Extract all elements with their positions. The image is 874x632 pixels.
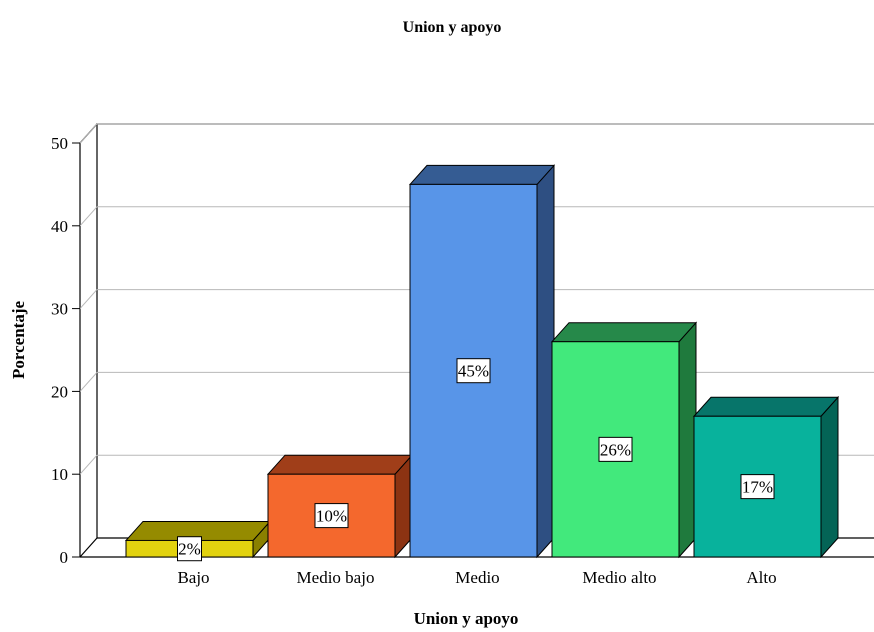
y-axis-ticks: 0 10 20 30 40 50 [51,134,80,567]
bar-side [678,321,697,559]
left-wall-edge [79,123,98,557]
bar-alto: 17% [692,395,840,559]
bar-side [820,395,839,559]
bar-side [536,164,555,559]
bar-bajo: 2% [124,520,272,562]
chart-title: Union y apoyo [403,19,502,36]
data-label-box [314,503,349,529]
gridline-side [79,206,98,227]
bar-top [550,322,698,343]
gridline-side [79,123,98,144]
gridline-side [79,289,98,309]
floor-left-edge [79,537,98,558]
data-label-box [598,436,633,462]
x-tick-label: Alto [746,568,776,587]
y-tick-label: 40 [51,217,68,236]
bar-medio-alto: 26% [550,321,698,559]
bar-medio: 45% [408,164,556,559]
bars: 2% 10% 45% 26% 17% [124,164,840,562]
data-label-box [177,536,202,562]
gridline-side [79,372,98,392]
data-label: 26% [600,440,631,459]
x-tick-label: Medio [455,568,499,587]
y-tick-label: 50 [51,134,68,153]
data-label-box [740,474,775,500]
data-label-box [456,358,491,384]
y-tick-label: 30 [51,300,68,319]
data-label: 17% [742,478,773,497]
x-axis-tick-labels: Bajo Medio bajo Medio Medio alto Alto [177,568,776,587]
bar-top [692,396,840,417]
y-tick-label: 10 [51,465,68,484]
data-label: 45% [458,362,489,381]
bar-top [408,164,556,185]
data-label: 10% [316,507,347,526]
y-tick-label: 20 [51,382,68,401]
y-axis-title: Porcentaje [9,301,28,379]
bar-top [266,454,414,475]
gridline-side [79,454,98,475]
x-axis-title: Union y apoyo [414,609,519,628]
y-tick-label: 0 [60,548,69,567]
bar-medio-bajo: 10% [266,453,414,559]
data-label: 2% [178,540,201,559]
x-tick-label: Bajo [177,568,209,587]
x-tick-label: Medio alto [582,568,656,587]
x-tick-label: Medio bajo [297,568,375,587]
